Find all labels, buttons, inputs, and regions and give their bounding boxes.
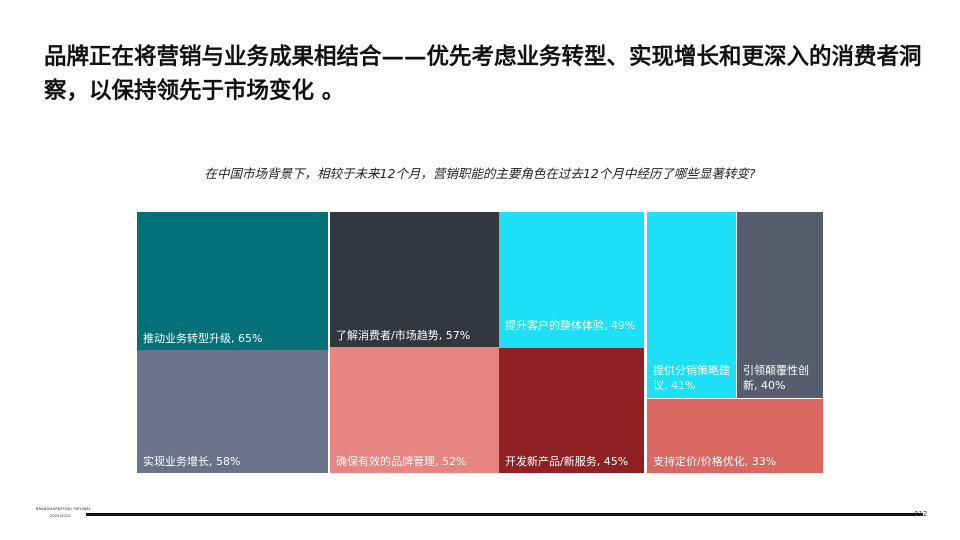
treemap-tile: 推动业务转型升级, 65% — [137, 212, 328, 350]
footer-brand-line2: 2024/2025 — [50, 514, 71, 518]
treemap-tile: 引领颠覆性创新, 40% — [737, 212, 823, 398]
treemap-tile: 支持定价/价格优化, 33% — [647, 399, 823, 473]
treemap-tile-label: 开发新产品/新服务, 45% — [505, 455, 629, 468]
treemap-tile-label: 提升客户的整体体验, 49% — [505, 319, 636, 332]
treemap-tile-label: 提供分销策略建议, 41% — [653, 364, 730, 392]
slide-headline: 品牌正在将营销与业务成果相结合——优先考虑业务转型、实现增长和更深入的消费者洞察… — [44, 44, 922, 104]
treemap-tile-label: 确保有效的品牌管理, 52% — [336, 455, 467, 468]
treemap-tile: 提供分销策略建议, 41% — [647, 212, 736, 398]
treemap-tile-label: 支持定价/价格优化, 33% — [653, 455, 777, 468]
treemap-tile-label: 实现业务增长, 58% — [143, 455, 241, 468]
treemap-tile: 了解消费者/市场趋势, 57% — [330, 212, 499, 347]
treemap-tile: 开发新产品/新服务, 45% — [499, 348, 644, 473]
treemap-tile-label: 推动业务转型升级, 65% — [143, 332, 263, 345]
footer-brand-line1: BRANDMARKETING PATHWAY — [36, 507, 92, 511]
footer-brand-logo: BRANDMARKETING PATHWAY 2024/2025 — [36, 507, 91, 519]
treemap-tile: 提升客户的整体体验, 49% — [499, 212, 644, 348]
page-number: 012 — [914, 510, 928, 518]
treemap-tile: 确保有效的品牌管理, 52% — [330, 347, 499, 473]
treemap-tile-label: 引领颠覆性创新, 40% — [743, 364, 809, 392]
treemap-tile: 实现业务增长, 58% — [137, 350, 328, 473]
chart-title: 在中国市场背景下，相较于未来12个月，营销职能的主要角色在过去12个月中经历了哪… — [204, 166, 756, 181]
footer-divider — [86, 513, 923, 516]
treemap-tile-label: 了解消费者/市场趋势, 57% — [336, 329, 471, 342]
